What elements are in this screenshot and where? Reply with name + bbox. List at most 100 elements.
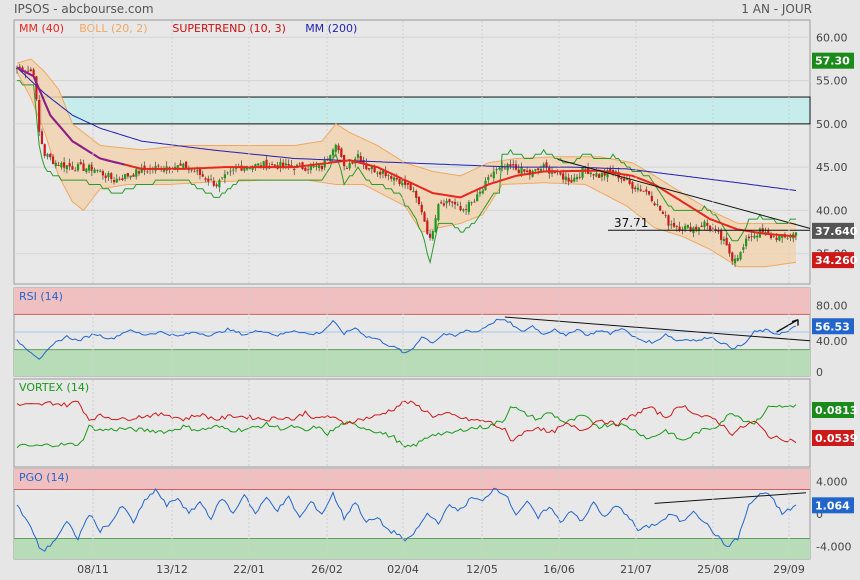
candle-body [312, 165, 315, 168]
pgo-value-tag-label: 1.064 [815, 499, 850, 512]
candle-body [442, 203, 446, 206]
candle-body [68, 163, 71, 167]
candle-body [182, 163, 185, 168]
candle-body [512, 164, 515, 166]
price-tag-2-box [812, 252, 854, 269]
candle-body [101, 171, 105, 176]
candle-body [575, 177, 579, 180]
candle-body [736, 257, 739, 261]
candle-body [794, 232, 798, 236]
candle-body [204, 178, 207, 180]
candle-body [695, 226, 698, 230]
candle-body [639, 189, 642, 191]
candle-body [118, 178, 121, 180]
candle-body [132, 174, 135, 177]
candle-body [93, 169, 96, 173]
support-line-label: 37.71 [614, 216, 648, 230]
candle-body [706, 222, 709, 226]
candle-body [465, 209, 468, 211]
candle-body [212, 180, 215, 186]
pgo-line [16, 487, 797, 552]
candle-body [789, 236, 792, 238]
candle-body [284, 163, 288, 166]
candle-body [129, 175, 132, 178]
candle-body [525, 170, 529, 172]
candle-body [320, 165, 324, 170]
vortex-tag-neg-label: 0.0539 [815, 432, 857, 445]
candle-body [634, 187, 637, 190]
candle-body [717, 231, 720, 233]
candle-body [478, 191, 482, 194]
candle-body [71, 166, 74, 170]
candle-body [567, 177, 570, 182]
rsi-arrow [776, 319, 799, 333]
candle-body [578, 176, 581, 178]
candle-body [179, 163, 182, 166]
candle-body [234, 168, 238, 170]
candle-body [756, 235, 759, 238]
candle-body [520, 167, 523, 174]
candle-body [503, 167, 507, 169]
candle-body [367, 168, 371, 170]
candle-body [254, 164, 257, 168]
candle-body [456, 204, 459, 206]
candle-body [201, 174, 204, 177]
candle-body [775, 237, 778, 240]
candle-body [617, 172, 620, 179]
rsi-overbought-zone [14, 288, 810, 315]
candle-body [412, 190, 415, 193]
candle-body [370, 166, 373, 170]
candle-body [359, 155, 362, 162]
candle-body [645, 189, 648, 192]
price-tag-1-box [812, 222, 854, 239]
candle-body [65, 165, 69, 170]
candle-body [287, 163, 290, 166]
candle-body [209, 179, 213, 181]
candle-body [376, 172, 379, 174]
candle-body [697, 227, 701, 232]
candle-body [542, 164, 545, 167]
candle-body [157, 165, 160, 167]
candle-body [107, 173, 110, 178]
candle-body [176, 165, 179, 169]
candle-body [365, 163, 368, 170]
candle-body [720, 230, 723, 240]
pgo-tick-1: 0 [816, 508, 823, 521]
candle-body [708, 225, 712, 230]
pgo-tick-0: 4.000 [816, 475, 848, 488]
candle-body [670, 224, 673, 226]
x-tick-3: 26/02 [311, 563, 343, 576]
candle-body [534, 169, 537, 171]
candle-body [226, 172, 229, 174]
candle-body [146, 171, 149, 173]
candle-body [218, 180, 221, 188]
candle-body [517, 169, 520, 174]
x-tick-2: 22/01 [233, 563, 265, 576]
candle-body [417, 196, 421, 204]
candle-body [18, 66, 21, 68]
candle-body [700, 225, 703, 227]
legend-item-1: BOLL (20, 2) [79, 22, 147, 35]
candle-body [243, 168, 246, 171]
candle-body [415, 190, 418, 198]
candle-body [437, 204, 440, 221]
x-tick-5: 12/05 [466, 563, 498, 576]
candle-body [409, 182, 412, 191]
price-tick-2: 50.00 [816, 118, 848, 131]
candle-body [32, 69, 35, 76]
candle-body [523, 169, 526, 172]
pgo-panel: 4.000 0 -4.000 PGO (14) 1.064 [13, 468, 854, 560]
candle-body [262, 161, 265, 167]
candle-body [473, 201, 476, 203]
candle-body [29, 69, 32, 72]
legend-item-3: MM (200) [305, 22, 357, 35]
candle-body [750, 236, 753, 238]
candle-body [54, 162, 57, 167]
candle-body [46, 154, 49, 157]
candle-body [190, 169, 193, 171]
chart-source-label: IPSOS - abcbourse.com [14, 2, 154, 16]
candle-body [90, 164, 93, 172]
vortex-panel: VORTEX (14) 0.0813 0.0539 [13, 378, 857, 468]
candle-body [398, 178, 401, 184]
